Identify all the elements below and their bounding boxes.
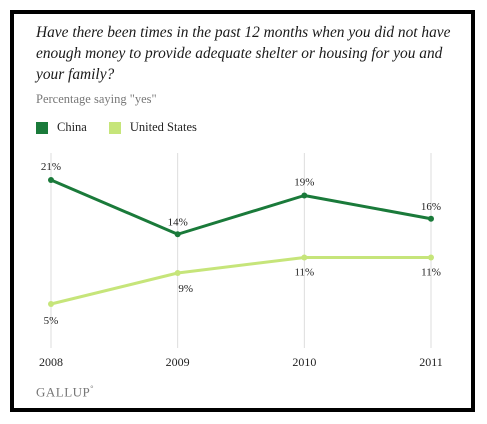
x-tick-label-2011: 2011 (419, 355, 443, 369)
data-point-us-2008 (48, 301, 54, 307)
data-label-china-2011: 16% (421, 201, 441, 213)
data-label-china-2008: 21% (41, 161, 61, 173)
x-tick-label-2009: 2009 (166, 355, 190, 369)
data-label-us-2009: 9% (178, 283, 193, 295)
legend-label-us: United States (129, 120, 197, 134)
gallup-logo-mark: ° (90, 384, 94, 393)
gallup-logo: GALLUP° (36, 384, 94, 400)
data-label-us-2011: 11% (421, 267, 441, 279)
chart-frame: Have there been times in the past 12 mon… (10, 10, 475, 412)
data-point-china-2011 (428, 215, 434, 222)
legend-swatch-us (108, 121, 121, 134)
data-point-us-2010 (301, 254, 308, 261)
legend-label-china: China (57, 120, 87, 134)
legend: China United States (36, 120, 219, 135)
data-label-us-2008: 5% (44, 315, 59, 327)
legend-swatch-china (36, 121, 48, 134)
series-line-china (49, 178, 433, 236)
data-point-us-2011 (428, 254, 434, 261)
data-label-us-2010: 11% (294, 267, 314, 279)
data-label-china-2009: 14% (168, 216, 188, 228)
data-point-china-2010 (301, 192, 308, 199)
data-point-us-2009 (174, 270, 181, 276)
data-label-china-2010: 19% (294, 177, 314, 189)
legend-item-us: United States (108, 120, 197, 135)
line-chart: 2008 2009 2010 2011 21% 14% 19% 16% 5% 9% 11% 11% (39, 153, 443, 369)
gallup-logo-text: GALLUP (36, 384, 91, 400)
data-point-china-2008 (48, 177, 54, 183)
chart-subtitle: Percentage saying "yes" (36, 92, 157, 106)
legend-item-china: China (36, 120, 87, 135)
data-point-china-2009 (174, 231, 181, 238)
series-line-us (49, 256, 433, 306)
x-tick-label-2008: 2008 (39, 355, 63, 369)
chart-question: Have there been times in the past 12 mon… (36, 24, 451, 83)
x-tick-label-2010: 2010 (292, 355, 316, 369)
